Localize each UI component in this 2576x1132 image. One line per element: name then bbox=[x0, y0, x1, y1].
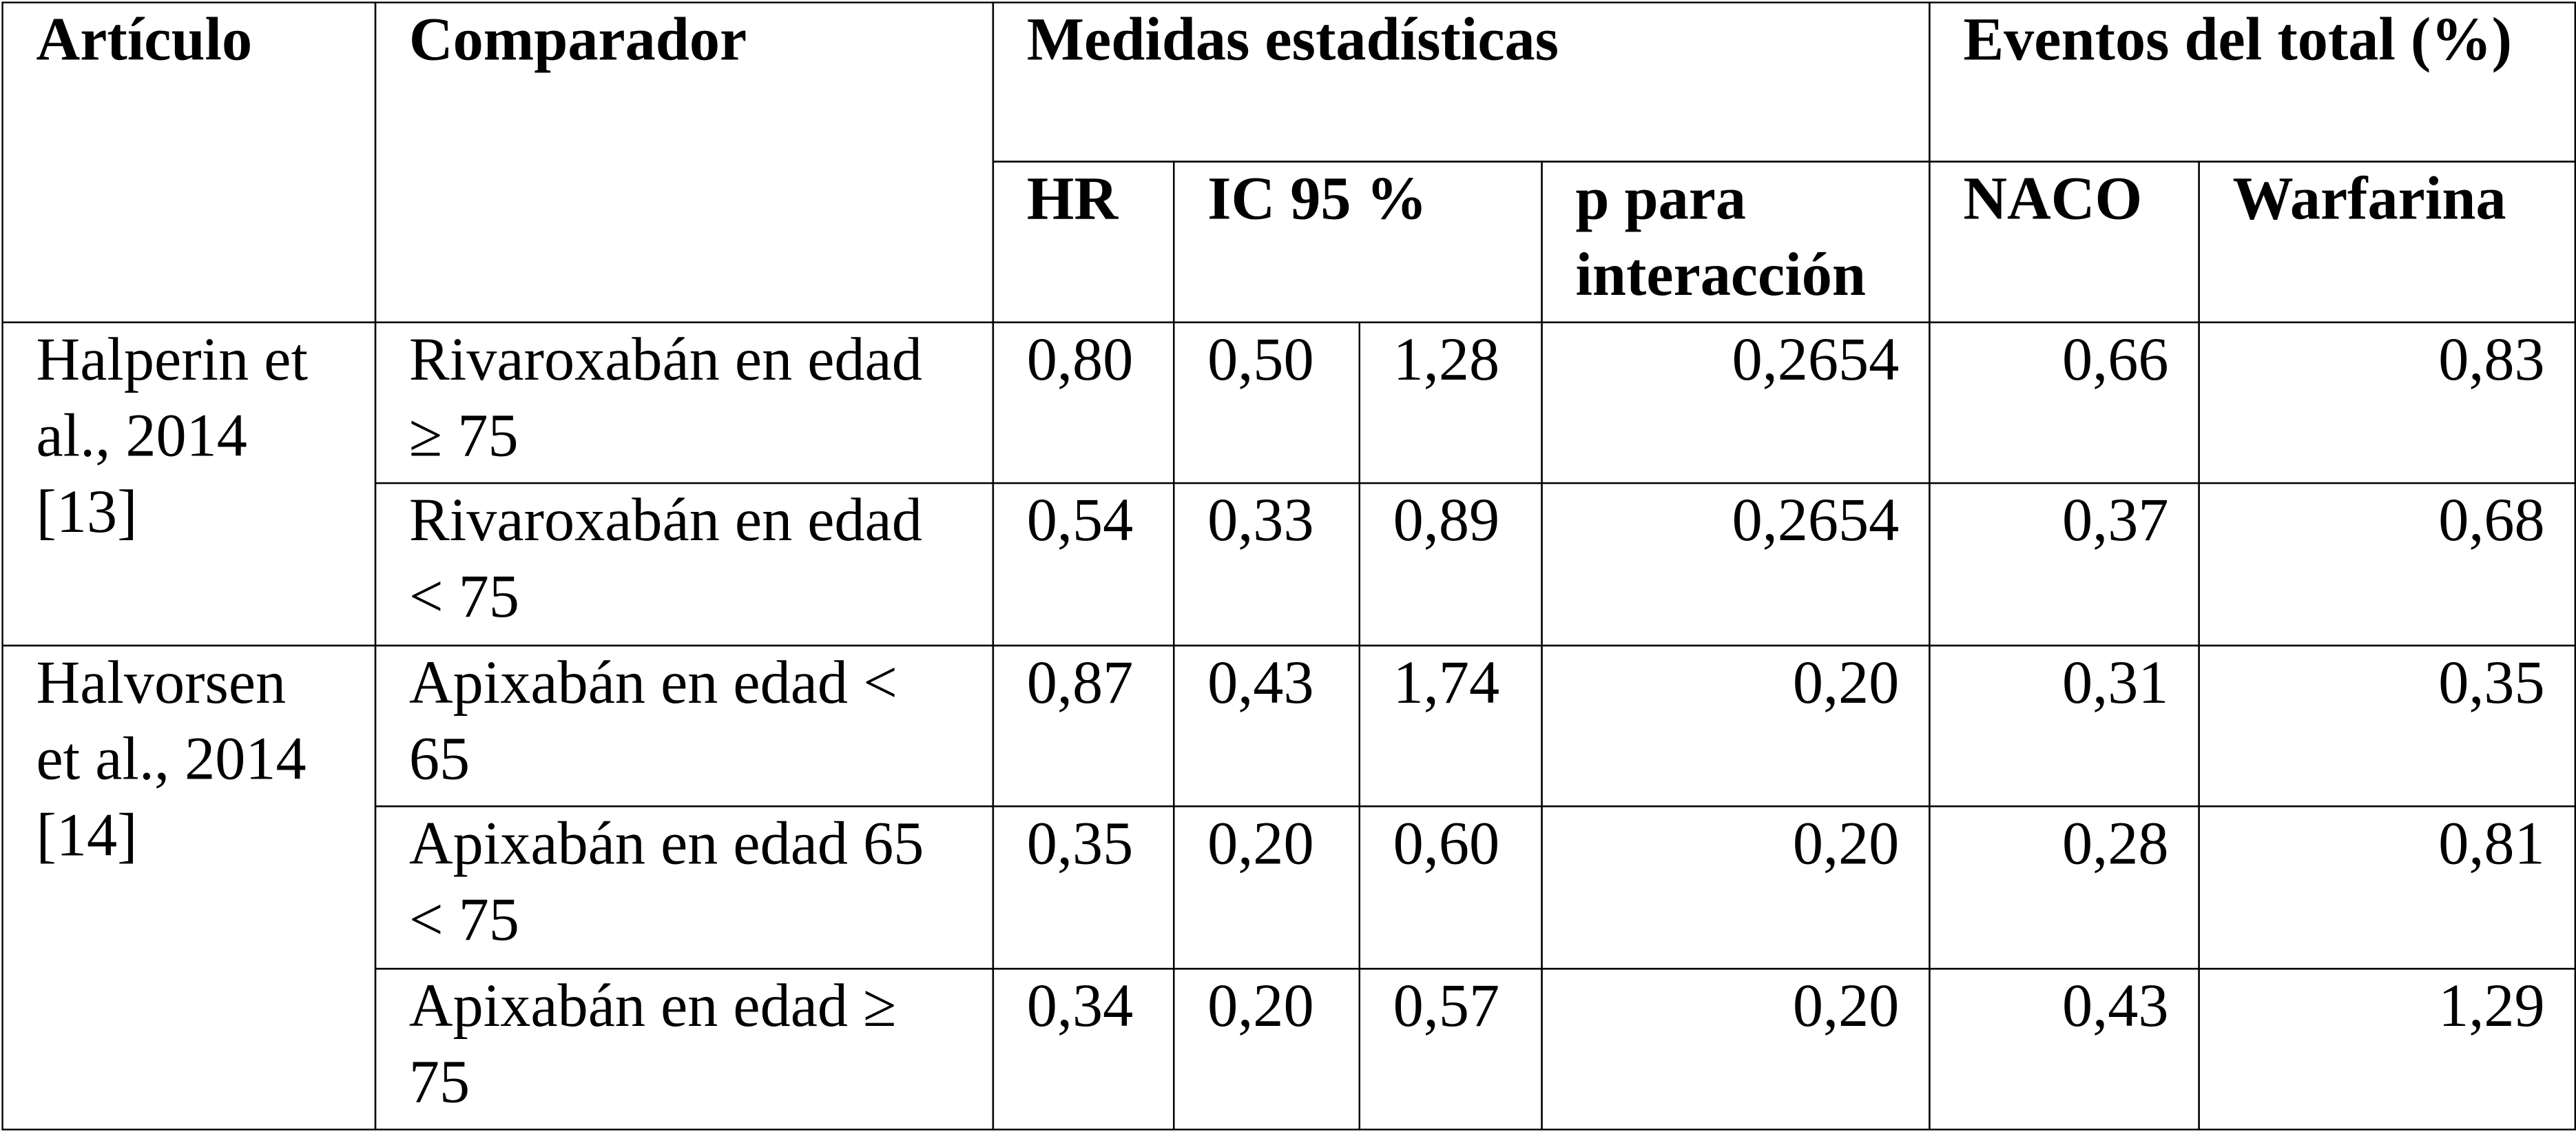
header-cell: p para interacción bbox=[1541, 161, 1931, 324]
value-cell: 0,34 bbox=[992, 967, 1175, 1131]
value-cell: 0,68 bbox=[2198, 482, 2576, 647]
header-cell: IC 95 % bbox=[1173, 161, 1543, 324]
value-cell: 1,28 bbox=[1358, 321, 1543, 484]
value-cell: 0,2654 bbox=[1541, 482, 1931, 647]
value-cell: 0,57 bbox=[1358, 967, 1543, 1131]
header-cell: Medidas estadísticas bbox=[992, 1, 1931, 163]
header-cell: Eventos del total (%) bbox=[1929, 1, 2576, 163]
value-cell: 0,20 bbox=[1173, 967, 1360, 1131]
header-cell: NACO bbox=[1929, 161, 2200, 324]
value-cell: 0,35 bbox=[992, 805, 1175, 970]
header-cell: HR bbox=[992, 161, 1175, 324]
header-cell: Artículo bbox=[1, 1, 377, 324]
value-cell: 0,2654 bbox=[1541, 321, 1931, 484]
comparator-cell: Rivaroxabán en edad ≥ 75 bbox=[374, 321, 995, 484]
value-cell: 0,43 bbox=[1173, 644, 1360, 807]
value-cell: 0,33 bbox=[1173, 482, 1360, 647]
value-cell: 0,50 bbox=[1173, 321, 1360, 484]
value-cell: 0,31 bbox=[1929, 644, 2200, 807]
value-cell: 1,29 bbox=[2198, 967, 2576, 1131]
value-cell: 0,35 bbox=[2198, 644, 2576, 807]
value-cell: 0,60 bbox=[1358, 805, 1543, 970]
value-cell: 0,83 bbox=[2198, 321, 2576, 484]
value-cell: 0,81 bbox=[2198, 805, 2576, 970]
value-cell: 0,43 bbox=[1929, 967, 2200, 1131]
value-cell: 0,54 bbox=[992, 482, 1175, 647]
value-cell: 0,20 bbox=[1541, 967, 1931, 1131]
value-cell: 1,74 bbox=[1358, 644, 1543, 807]
comparator-cell: Rivaroxabán en edad < 75 bbox=[374, 482, 995, 647]
header-cell: Warfarina bbox=[2198, 161, 2576, 324]
value-cell: 0,20 bbox=[1541, 805, 1931, 970]
comparator-cell: Apixabán en edad < 65 bbox=[374, 644, 995, 807]
value-cell: 0,20 bbox=[1173, 805, 1360, 970]
value-cell: 0,28 bbox=[1929, 805, 2200, 970]
value-cell: 0,89 bbox=[1358, 482, 1543, 647]
value-cell: 0,80 bbox=[992, 321, 1175, 484]
article-cell: Halvorsen et al., 2014 [14] bbox=[1, 644, 377, 1131]
header-cell: Comparador bbox=[374, 1, 995, 324]
comparator-cell: Apixabán en edad 65 < 75 bbox=[374, 805, 995, 970]
comparator-cell: Apixabán en edad ≥ 75 bbox=[374, 967, 995, 1131]
value-cell: 0,20 bbox=[1541, 644, 1931, 807]
value-cell: 0,87 bbox=[992, 644, 1175, 807]
value-cell: 0,66 bbox=[1929, 321, 2200, 484]
article-cell: Halperin et al., 2014 [13] bbox=[1, 321, 377, 647]
value-cell: 0,37 bbox=[1929, 482, 2200, 647]
